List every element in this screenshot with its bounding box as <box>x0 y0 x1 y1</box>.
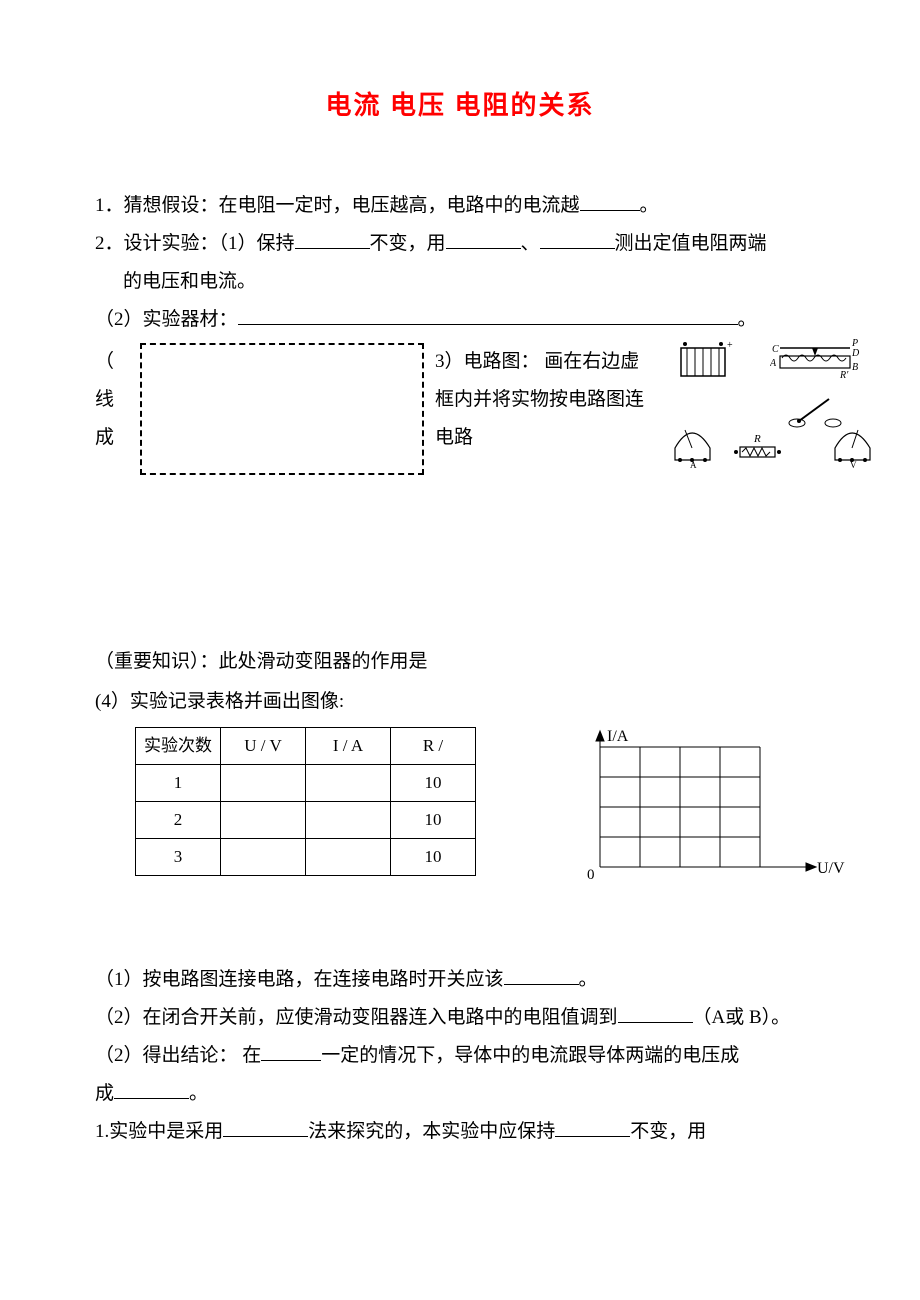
q1-blank[interactable] <box>580 191 640 211</box>
q2-blank1[interactable] <box>295 229 370 249</box>
xlabel: U/V <box>817 860 845 877</box>
step-3: （2）得出结论： 在 一定的情况下，导体中的电流跟导体两端的电压成 <box>95 1037 825 1075</box>
cell[interactable] <box>221 765 306 802</box>
sec3-right-column: 3）电路图： 画在右边虚 框内并将实物按电路图连 电路 <box>435 343 665 457</box>
th-0: 实验次数 <box>136 728 221 765</box>
svg-text:+: + <box>727 340 733 351</box>
experiment-table: 实验次数 U / V I / A R / 1 10 2 10 <box>135 727 476 876</box>
origin: 0 <box>587 867 595 883</box>
graph-svg: I/A U/V 0 <box>565 727 845 897</box>
q2-blank2[interactable] <box>446 229 521 249</box>
svg-text:A: A <box>770 358 777 369</box>
table-chart-row: 实验次数 U / V I / A R / 1 10 2 10 <box>95 727 825 911</box>
spacer <box>95 911 825 961</box>
worksheet-page: 电流 电压 电阻的关系 1．猜想假设：在电阻一定时，电压越高，电路中的电流越。 … <box>0 0 920 1191</box>
p1-b: 。 <box>579 969 598 990</box>
cell: 3 <box>136 839 221 876</box>
q1-text-a: 1．猜想假设：在电阻一定时，电压越高，电路中的电流越 <box>95 195 580 216</box>
p3-a: （2）得出结论： 在 <box>95 1045 261 1066</box>
p2-blank[interactable] <box>618 1003 693 1023</box>
step-2: （2）在闭合开关前，应使滑动变阻器连入电路中的电阻值调到 （A或 B）。 <box>95 999 825 1037</box>
circuit-draw-box[interactable] <box>140 343 424 475</box>
q2b-label: （2）实验器材： <box>95 309 238 330</box>
table-row: 3 10 <box>136 839 476 876</box>
p3-c-pre: 成 <box>95 1083 114 1104</box>
equipment-icons: + C P D A B R′ A R <box>675 338 895 488</box>
question-2b: （2）实验器材： 。 <box>95 301 825 339</box>
svg-text:D: D <box>851 348 860 359</box>
step-3b: 成。 <box>95 1075 825 1113</box>
important-note-block: （重要知识）：此处滑动变阻器的作用是 (4）实验记录表格并画出图像: 实验次数 … <box>95 643 825 911</box>
table-header-row: 实验次数 U / V I / A R / <box>136 728 476 765</box>
q1-text-b: 。 <box>640 195 659 216</box>
q2-blank3[interactable] <box>540 229 615 249</box>
resistor-icon: R <box>730 433 785 468</box>
cell: 10 <box>391 802 476 839</box>
svg-text:R′: R′ <box>839 370 849 378</box>
q2-mid2: 、 <box>521 233 540 254</box>
cell[interactable] <box>221 839 306 876</box>
cell[interactable] <box>306 839 391 876</box>
q2-mid1: 不变，用 <box>370 233 446 254</box>
th-2: I / A <box>306 728 391 765</box>
p2-a: （2）在闭合开关前，应使滑动变阻器连入电路中的电阻值调到 <box>95 1007 618 1028</box>
svg-text:V: V <box>850 460 857 468</box>
svg-text:R: R <box>753 433 761 445</box>
sec3-left-column: （ 线 成 <box>95 343 135 457</box>
battery-icon: + <box>675 338 735 383</box>
p4-blank2[interactable] <box>555 1117 630 1137</box>
p3-b: 一定的情况下，导体中的电流跟导体两端的电压成 <box>321 1045 739 1066</box>
svg-text:C: C <box>772 344 779 355</box>
p4-a: 1.实验中是采用 <box>95 1121 223 1142</box>
th-1: U / V <box>221 728 306 765</box>
q2b-term: 。 <box>738 309 757 330</box>
cell[interactable] <box>306 765 391 802</box>
step-4: 1.实验中是采用 法来探究的，本实验中应保持 不变，用 <box>95 1113 825 1151</box>
sec3-r2: 框内并将实物按电路图连 <box>435 381 665 419</box>
ylabel: I/A <box>607 728 629 745</box>
cell: 1 <box>136 765 221 802</box>
p1-a: （1）按电路图连接电路，在连接电路时开关应该 <box>95 969 504 990</box>
question-1: 1．猜想假设：在电阻一定时，电压越高，电路中的电流越 。 <box>95 187 825 225</box>
svg-text:A: A <box>690 460 697 468</box>
cell: 10 <box>391 765 476 802</box>
voltmeter-icon: V <box>830 418 875 468</box>
sec3-left3: 成 <box>95 419 135 457</box>
cell: 2 <box>136 802 221 839</box>
th-3: R / <box>391 728 476 765</box>
cell[interactable] <box>221 802 306 839</box>
important-note: （重要知识）：此处滑动变阻器的作用是 <box>95 643 825 681</box>
p3-blank1[interactable] <box>261 1041 321 1061</box>
svg-text:B: B <box>852 362 858 373</box>
table-row: 2 10 <box>136 802 476 839</box>
cell[interactable] <box>306 802 391 839</box>
q2-tail: 测出定值电阻两端 <box>615 233 767 254</box>
iv-graph: I/A U/V 0 <box>565 727 845 911</box>
step-1: （1）按电路图连接电路，在连接电路时开关应该 。 <box>95 961 825 999</box>
q2-head: 2．设计实验：（1）保持 <box>95 233 295 254</box>
question-2-line1: 2．设计实验：（1）保持 不变，用 、 测出定值电阻两端 <box>95 225 825 263</box>
p4-c: 不变，用 <box>630 1121 706 1142</box>
page-title: 电流 电压 电阻的关系 <box>95 80 825 132</box>
p3-c: 。 <box>189 1083 208 1104</box>
cell: 10 <box>391 839 476 876</box>
p4-blank1[interactable] <box>223 1117 308 1137</box>
sec3-r1: 3）电路图： 画在右边虚 <box>435 343 665 381</box>
question-2-line2: 的电压和电流。 <box>95 263 825 301</box>
q4-head: (4）实验记录表格并画出图像: <box>95 683 825 721</box>
q2b-blank[interactable] <box>238 305 738 325</box>
p2-b: （A或 B）。 <box>693 1007 791 1028</box>
p3-blank2[interactable] <box>114 1079 189 1099</box>
sec3-r3: 电路 <box>435 419 665 457</box>
rheostat-icon: C P D A B R′ <box>770 338 860 378</box>
circuit-diagram-section: （ 线 成 3）电路图： 画在右边虚 框内并将实物按电路图连 电路 + <box>95 343 825 493</box>
p4-b: 法来探究的，本实验中应保持 <box>308 1121 555 1142</box>
sec3-left1: （ <box>95 343 135 381</box>
ammeter-icon: A <box>670 418 715 468</box>
sec3-left2: 线 <box>95 381 135 419</box>
table-row: 1 10 <box>136 765 476 802</box>
p1-blank[interactable] <box>504 965 579 985</box>
